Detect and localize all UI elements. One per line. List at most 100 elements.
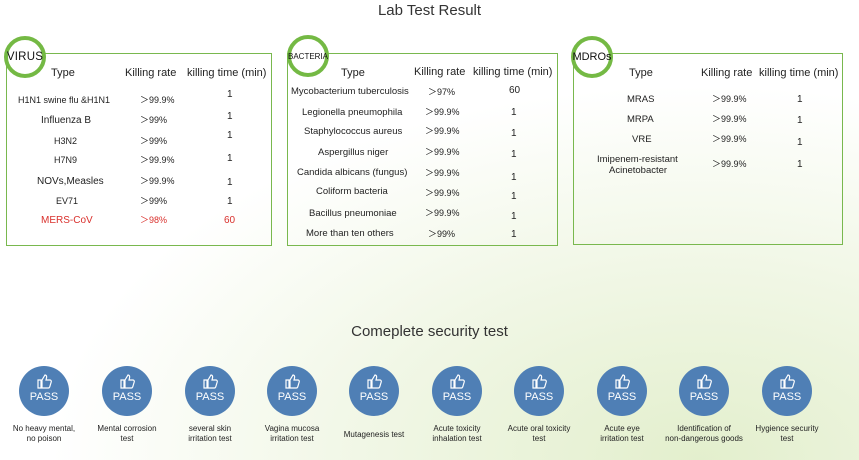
security-test-caption: Mental corrosion test xyxy=(87,424,167,444)
bacteria-row-time: 1 xyxy=(511,107,517,118)
security-test-caption-line2: inhalation test xyxy=(432,434,482,443)
security-test-caption-line1: several skin xyxy=(188,424,232,433)
pass-label: PASS xyxy=(524,391,554,403)
bacteria-row-type: Aspergillus niger xyxy=(318,147,389,158)
thumbs-up-icon xyxy=(532,374,547,389)
virus-row-time: 1 xyxy=(227,111,233,122)
virus-row-time: 1 xyxy=(227,177,233,188)
security-test-caption-line1: Vagina mucosa xyxy=(264,424,320,433)
virus-row-time: 1 xyxy=(227,153,233,164)
mdro-header-type: Type xyxy=(629,67,653,79)
bacteria-header-rate: Killing rate xyxy=(414,66,466,78)
virus-badge: VIRUS xyxy=(4,36,46,78)
virus-row-time: 1 xyxy=(227,130,233,141)
virus-row-time: 60 xyxy=(224,215,236,226)
pass-badge: PASS xyxy=(432,366,482,416)
mdro-row-type-line1: Imipenem-resistant xyxy=(597,154,678,165)
mdro-row-rate: ＞99.9% xyxy=(712,134,747,144)
security-test-title: Comeplete security test xyxy=(351,323,508,340)
bacteria-row-time: 1 xyxy=(511,172,517,183)
virus-panel: Type Killing rate killing time (min) H1N… xyxy=(6,53,272,246)
bacteria-header-type: Type xyxy=(341,67,365,79)
thumbs-up-icon xyxy=(780,374,795,389)
virus-row-rate: ＞98% xyxy=(140,215,168,225)
virus-row-rate: ＞99% xyxy=(140,196,168,206)
security-test-caption-line2: test xyxy=(120,434,134,443)
security-test-caption-line1: Acute eye xyxy=(604,424,640,433)
virus-row-type: EV71 xyxy=(56,196,79,206)
virus-header-time: killing time (min) xyxy=(187,67,267,79)
virus-row-type: MERS-CoV xyxy=(41,215,93,226)
security-test-caption-line2: test xyxy=(780,434,794,443)
thumbs-up-icon xyxy=(37,374,52,389)
pass-badge: PASS xyxy=(514,366,564,416)
virus-row-rate: ＞99.9% xyxy=(140,155,175,165)
virus-row-type: H3N2 xyxy=(54,136,78,146)
mdro-row-time: 1 xyxy=(797,137,803,148)
bacteria-row-rate: ＞99.9% xyxy=(425,107,460,117)
virus-row-type: NOVs,Measles xyxy=(37,176,104,187)
security-test-caption: Acute eye irritation test xyxy=(582,424,662,444)
pass-label: PASS xyxy=(442,391,472,403)
virus-row-time: 1 xyxy=(227,89,233,100)
virus-header-rate: Killing rate xyxy=(125,67,177,79)
security-test-caption: Mutagenesis test xyxy=(334,430,414,440)
pass-label: PASS xyxy=(359,391,389,403)
mdro-row-type: MRAS xyxy=(627,94,655,105)
pass-label: PASS xyxy=(689,391,719,403)
security-test-caption: several skin irritation test xyxy=(170,424,250,444)
security-test-caption: Identification of non-dangerous goods xyxy=(664,424,744,444)
pass-badge: PASS xyxy=(762,366,812,416)
pass-badge: PASS xyxy=(349,366,399,416)
security-test-caption-line1: Mutagenesis test xyxy=(343,430,405,439)
mdro-row-rate: ＞99.9% xyxy=(712,159,747,169)
thumbs-up-icon xyxy=(615,374,630,389)
security-test-caption: Acute toxicity inhalation test xyxy=(417,424,497,444)
bacteria-row-rate: ＞99.9% xyxy=(425,126,460,136)
virus-row-type: Influenza B xyxy=(41,115,92,126)
pass-label: PASS xyxy=(772,391,802,403)
mdro-row-rate: ＞99.9% xyxy=(712,114,747,124)
bacteria-row-type: Coliform bacteria xyxy=(316,186,388,197)
pass-badge: PASS xyxy=(185,366,235,416)
mdro-header-time: killing time (min) xyxy=(759,67,839,79)
virus-row-type: H1N1 swine flu &H1N1 xyxy=(18,95,111,105)
bacteria-row-rate: ＞99% xyxy=(428,229,456,239)
bacteria-row-type: Legionella pneumophila xyxy=(302,107,403,118)
bacteria-row-rate: ＞99.9% xyxy=(425,147,460,157)
bacteria-row-rate: ＞99.9% xyxy=(425,188,460,198)
security-test-caption-line2: non-dangerous goods xyxy=(665,434,743,443)
security-test-caption-line2: irritation test xyxy=(600,434,644,443)
pass-badge: PASS xyxy=(679,366,729,416)
pass-badge: PASS xyxy=(267,366,317,416)
mdro-row-type: MRPA xyxy=(627,114,654,125)
security-test-caption: No heavy mental, no poison xyxy=(4,424,84,444)
virus-row-time: 1 xyxy=(227,196,233,207)
security-test-caption-line1: Acute toxicity xyxy=(433,424,481,433)
pass-badge: PASS xyxy=(597,366,647,416)
pass-label: PASS xyxy=(29,391,59,403)
pass-label: PASS xyxy=(112,391,142,403)
mdro-panel: Type Killing rate killing time (min) MRA… xyxy=(573,53,843,245)
bacteria-panel: Type Killing rate killing time (min) Myc… xyxy=(287,53,558,246)
pass-label: PASS xyxy=(195,391,225,403)
security-test-caption-line1: Acute oral toxicity xyxy=(507,424,571,433)
bacteria-badge-label: BACTERIA xyxy=(288,51,329,61)
virus-row-rate: ＞99% xyxy=(140,115,168,125)
mdro-header-rate: Killing rate xyxy=(701,67,753,79)
bacteria-row-time: 60 xyxy=(509,85,521,96)
thumbs-up-icon xyxy=(285,374,300,389)
bacteria-row-type: Bacillus pneumoniae xyxy=(309,208,397,219)
security-test-caption-line1: Hygience security xyxy=(755,424,819,433)
bacteria-row-time: 1 xyxy=(511,229,517,240)
virus-badge-label: VIRUS xyxy=(6,51,44,63)
bacteria-row-time: 1 xyxy=(511,211,517,222)
security-test-caption-line2: irritation test xyxy=(188,434,232,443)
bacteria-row-time: 1 xyxy=(511,191,517,202)
security-test-caption-line1: No heavy mental, xyxy=(12,424,76,433)
bacteria-row-type: Candida albicans (fungus) xyxy=(297,167,408,178)
bacteria-row-type: More than ten others xyxy=(306,228,394,239)
mdro-row-type-line2: Acinetobacter xyxy=(609,165,668,176)
bacteria-row-time: 1 xyxy=(511,149,517,160)
pass-label: PASS xyxy=(607,391,637,403)
